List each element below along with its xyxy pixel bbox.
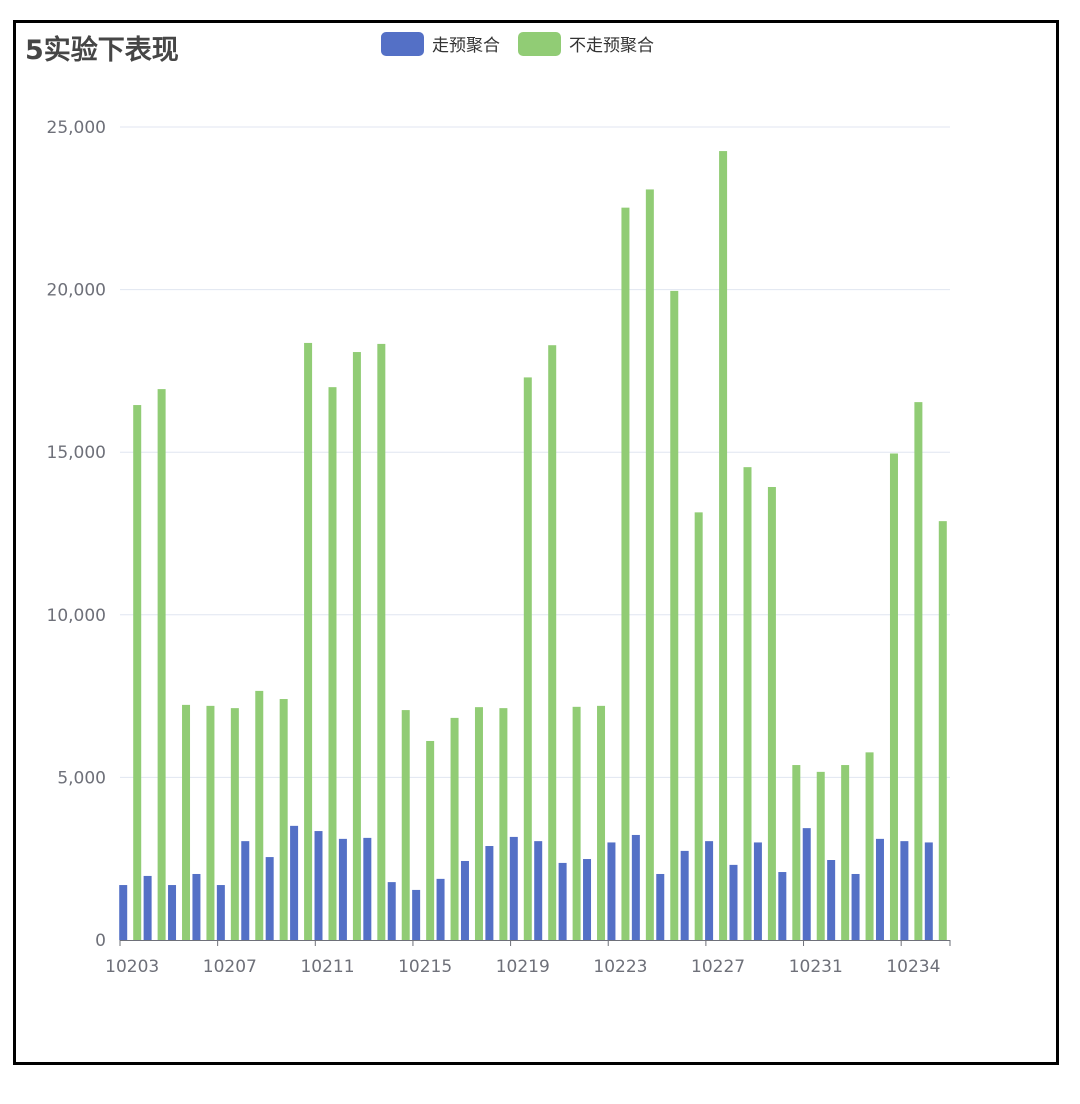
bar-series-1 <box>206 705 215 940</box>
bar-series-1 <box>841 765 850 940</box>
y-tick-label: 20,000 <box>47 281 106 301</box>
bar-series-0 <box>558 862 567 940</box>
bar-series-1 <box>474 707 483 940</box>
bar-series-0 <box>509 836 518 940</box>
bar-series-1 <box>792 765 801 940</box>
bar-series-1 <box>914 402 923 940</box>
x-tick-label: 10234 <box>886 957 940 977</box>
bar-series-0 <box>607 842 616 940</box>
legend-swatch <box>518 31 561 56</box>
bar-series-0 <box>827 860 836 940</box>
bar-series-1 <box>621 207 630 940</box>
bar-series-1 <box>426 740 435 940</box>
x-tick-label: 10223 <box>593 957 647 977</box>
bar-series-1 <box>157 389 166 940</box>
bar-series-0 <box>290 825 299 940</box>
bar-series-1 <box>523 377 532 940</box>
y-tick-label: 5,000 <box>57 768 106 788</box>
bar-series-1 <box>572 706 581 940</box>
y-tick-label: 0 <box>95 931 106 951</box>
y-tick-label: 25,000 <box>47 118 106 138</box>
bar-series-0 <box>119 885 128 940</box>
bar-series-0 <box>705 841 714 940</box>
bar-series-0 <box>192 873 201 940</box>
bar-series-0 <box>924 842 933 940</box>
bar-series-0 <box>460 860 469 940</box>
bar-series-1 <box>938 521 947 940</box>
bar-series-0 <box>241 841 250 940</box>
bar-series-1 <box>401 710 410 940</box>
bar-series-0 <box>168 885 177 940</box>
bar-series-0 <box>265 857 274 940</box>
bar-series-1 <box>548 345 557 940</box>
bar-series-0 <box>778 872 787 940</box>
bar-series-0 <box>851 873 860 940</box>
chart-title: 5实验下表现 <box>25 35 179 66</box>
x-tick-label: 10215 <box>398 957 452 977</box>
y-tick-label: 15,000 <box>47 443 106 463</box>
bar-series-1 <box>450 717 459 940</box>
legend-item-series-0[interactable]: 走预聚合 <box>381 31 500 56</box>
bar-series-0 <box>387 882 396 940</box>
legend-item-series-1[interactable]: 不走预聚合 <box>518 31 654 56</box>
bar-series-0 <box>900 841 909 940</box>
legend-swatch <box>381 31 424 56</box>
bar-series-0 <box>314 831 323 940</box>
bar-series-0 <box>534 841 543 940</box>
bar-series-0 <box>216 885 225 940</box>
bar-series-1 <box>255 690 264 940</box>
bar-series-0 <box>583 859 592 940</box>
x-tick-label: 10231 <box>789 957 843 977</box>
x-tick-label: 10219 <box>496 957 550 977</box>
bar-series-1 <box>767 486 776 940</box>
bar-series-0 <box>143 875 152 940</box>
bar-series-1 <box>743 467 752 940</box>
bar-series-1 <box>352 352 361 940</box>
bar-series-1 <box>230 708 239 940</box>
x-tick-label: 10211 <box>300 957 354 977</box>
bar-series-0 <box>875 838 884 940</box>
bar-series-0 <box>631 834 640 940</box>
legend: 走预聚合 不走预聚合 <box>381 31 654 56</box>
legend-label: 不走预聚合 <box>569 36 654 56</box>
bar-series-1 <box>597 705 606 940</box>
bar-series-1 <box>133 405 142 940</box>
bar-series-0 <box>680 850 689 940</box>
bar-series-1 <box>377 343 386 940</box>
bar-series-0 <box>436 878 445 940</box>
bar-series-1 <box>865 752 874 940</box>
bar-series-0 <box>485 846 494 940</box>
bar-series-0 <box>656 873 665 940</box>
bar-series-1 <box>889 453 898 940</box>
bar-series-1 <box>182 704 191 940</box>
bar-series-1 <box>645 189 654 940</box>
bar-series-0 <box>729 864 738 940</box>
bar-series-0 <box>802 828 811 940</box>
bar-series-1 <box>304 342 313 940</box>
legend-label: 走预聚合 <box>432 36 500 56</box>
bar-series-1 <box>328 387 337 940</box>
bar-series-0 <box>753 842 762 940</box>
x-tick-label: 10207 <box>203 957 257 977</box>
bar-series-0 <box>338 838 347 940</box>
bar-series-1 <box>499 708 508 940</box>
bar-series-1 <box>719 151 728 940</box>
bar-series-1 <box>670 290 679 941</box>
bar-series-0 <box>412 889 421 940</box>
bar-series-1 <box>816 771 825 940</box>
bar-series-1 <box>279 699 288 940</box>
y-tick-label: 10,000 <box>47 606 106 626</box>
bar-series-0 <box>363 837 372 940</box>
bar-series-1 <box>694 512 703 940</box>
x-tick-label: 10203 <box>105 957 159 977</box>
x-tick-label: 10227 <box>691 957 745 977</box>
